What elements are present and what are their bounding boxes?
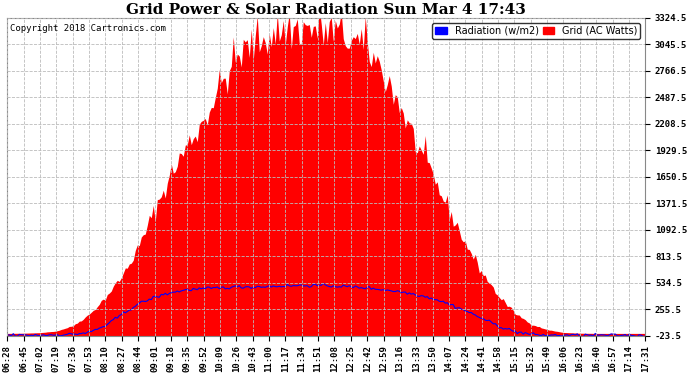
Title: Grid Power & Solar Radiation Sun Mar 4 17:43: Grid Power & Solar Radiation Sun Mar 4 1… [126,3,526,17]
Text: Copyright 2018 Cartronics.com: Copyright 2018 Cartronics.com [10,24,166,33]
Legend: Radiation (w/m2), Grid (AC Watts): Radiation (w/m2), Grid (AC Watts) [433,23,640,39]
